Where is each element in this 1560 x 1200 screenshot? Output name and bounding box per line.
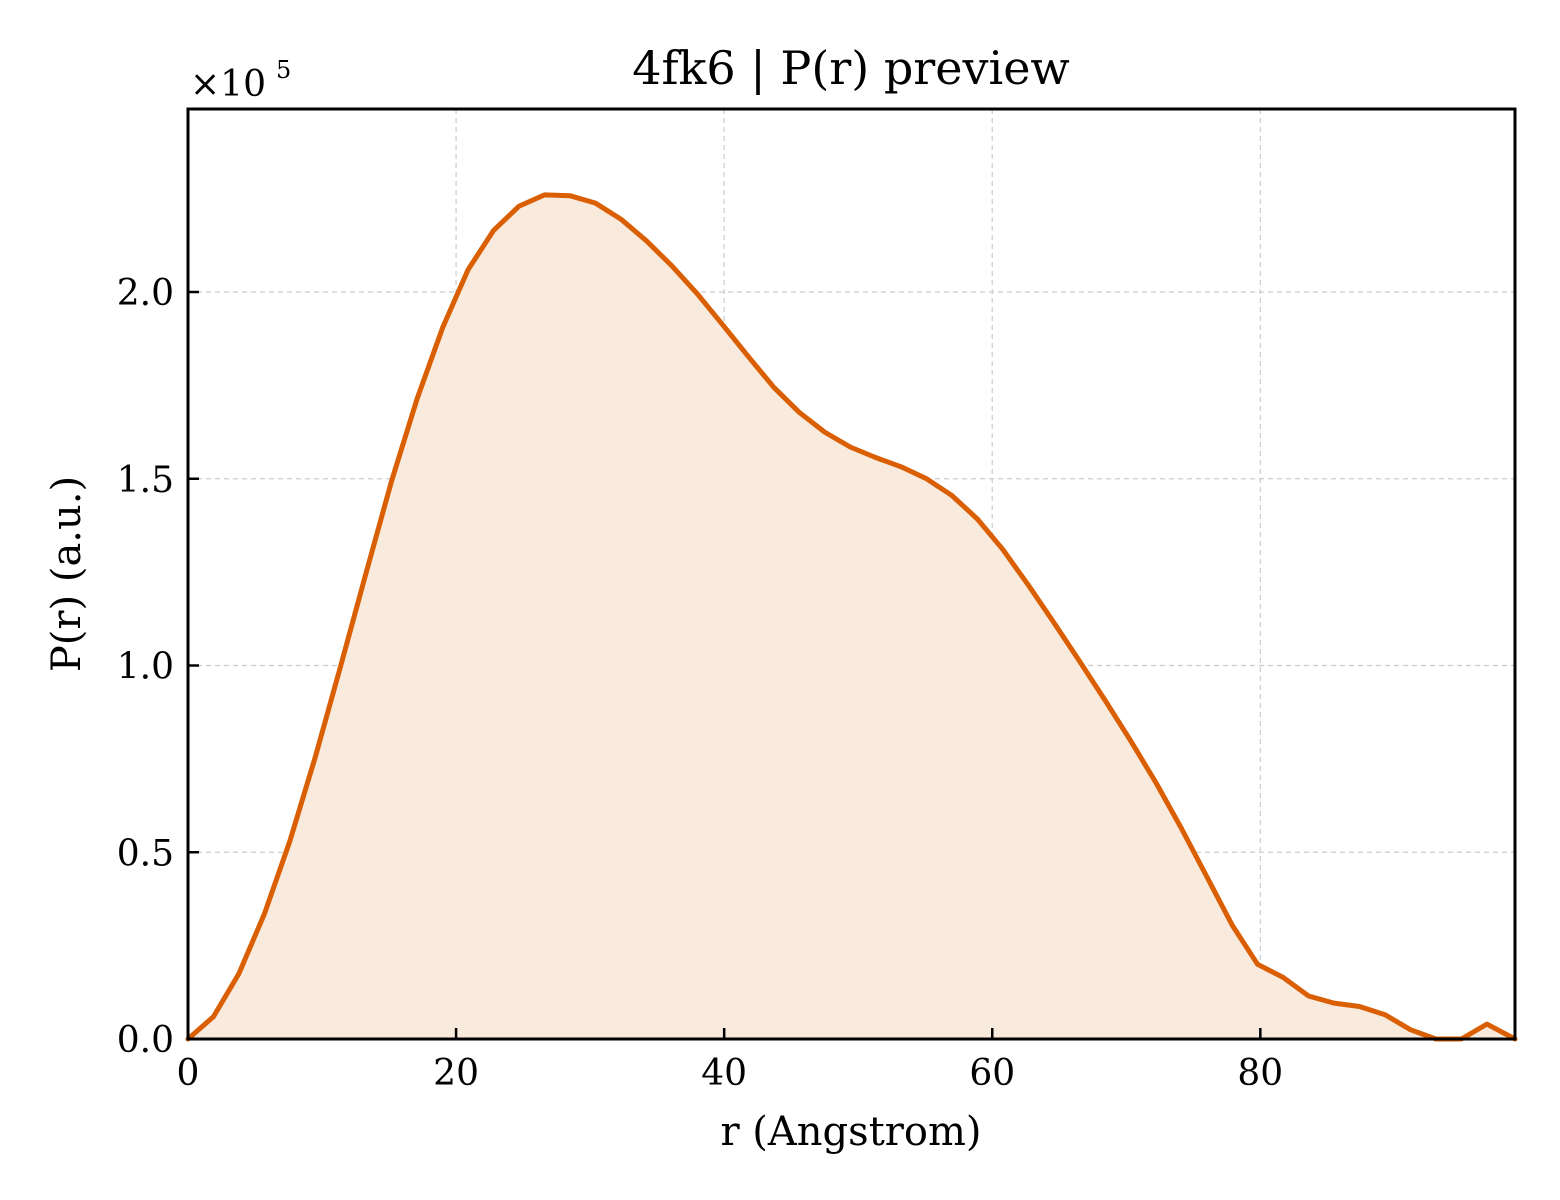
y-offset-exponent: 5 (276, 56, 291, 84)
x-tick-label: 80 (1237, 1053, 1283, 1094)
x-tick-label: 20 (433, 1053, 479, 1094)
y-tick-label: 2.0 (117, 273, 174, 314)
y-tick-label: 1.0 (117, 647, 174, 688)
y-tick-label: 0.0 (117, 1020, 174, 1061)
y-tick-label: 0.5 (117, 833, 174, 874)
pr-area-fill (188, 194, 1515, 1039)
y-offset-text: ×10 (190, 64, 266, 105)
x-axis-label: r (Angstrom) (720, 1109, 981, 1155)
pr-series-line (185, 192, 1518, 1042)
x-tick-label: 0 (177, 1053, 200, 1094)
y-axis-label: P(r) (a.u.) (44, 476, 90, 672)
x-tick-label: 60 (969, 1053, 1015, 1094)
ticks: 0 20 40 60 80 0.0 0.5 1.0 1.5 2.0 (117, 273, 1283, 1094)
x-tick-label: 40 (701, 1053, 747, 1094)
plot-frame (186, 107, 1517, 1041)
y-tick-label: 1.5 (117, 460, 174, 501)
chart-title: 4fk6 | P(r) preview (632, 41, 1070, 95)
